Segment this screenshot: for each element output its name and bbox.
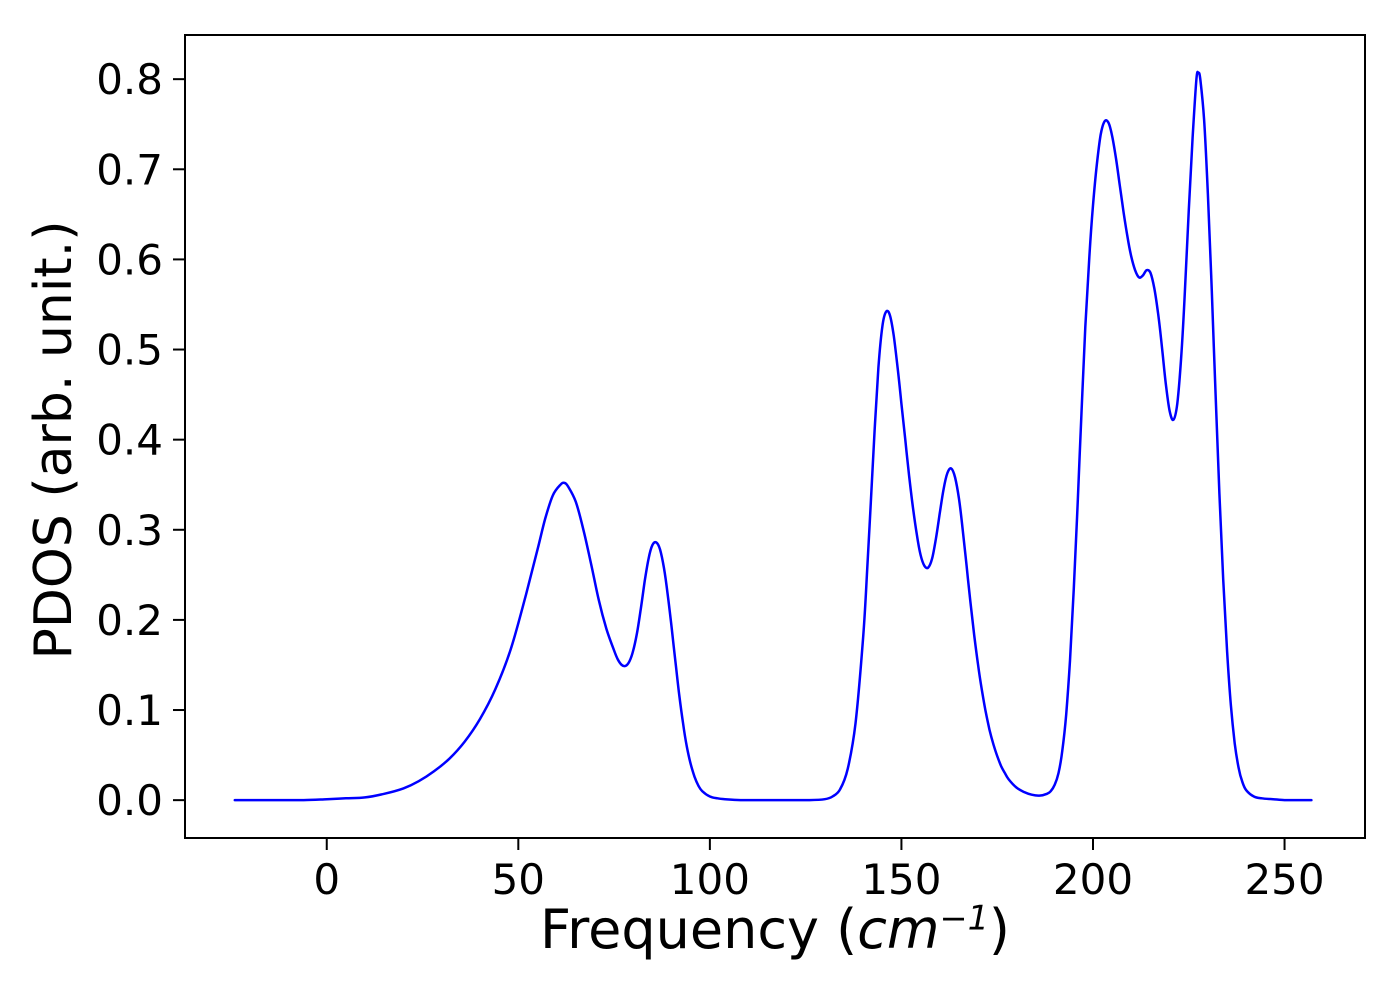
x-tick-label: 200: [1053, 855, 1133, 904]
y-tick-label: 0.8: [96, 55, 163, 104]
x-tick-label: 250: [1244, 855, 1324, 904]
x-tick-label: 0: [313, 855, 340, 904]
y-tick-label: 0.6: [96, 235, 163, 284]
y-tick-label: 0.5: [96, 326, 163, 375]
x-axis-label-suffix: ): [988, 898, 1010, 961]
y-tick-label: 0.2: [96, 596, 163, 645]
x-tick-label: 100: [670, 855, 750, 904]
y-tick-label: 0.4: [96, 416, 163, 465]
x-axis-label-math-cm: cm: [857, 898, 940, 961]
y-axis-label: PDOS (arb. unit.): [24, 220, 84, 660]
x-tick-label: 50: [492, 855, 545, 904]
axes-spines: [184, 34, 1366, 839]
pdos-curve: [233, 70, 1313, 802]
y-tick-label: 0.0: [96, 776, 163, 825]
x-axis-label-prefix: Frequency (: [540, 898, 858, 961]
x-tick-label: 150: [861, 855, 941, 904]
y-tick-label: 0.7: [96, 145, 163, 194]
x-axis-label: Frequency (cm−1): [185, 898, 1365, 961]
y-tick-label: 0.1: [96, 686, 163, 735]
x-axis-label-superscript: −1: [939, 898, 989, 938]
y-tick-label: 0.3: [96, 506, 163, 555]
